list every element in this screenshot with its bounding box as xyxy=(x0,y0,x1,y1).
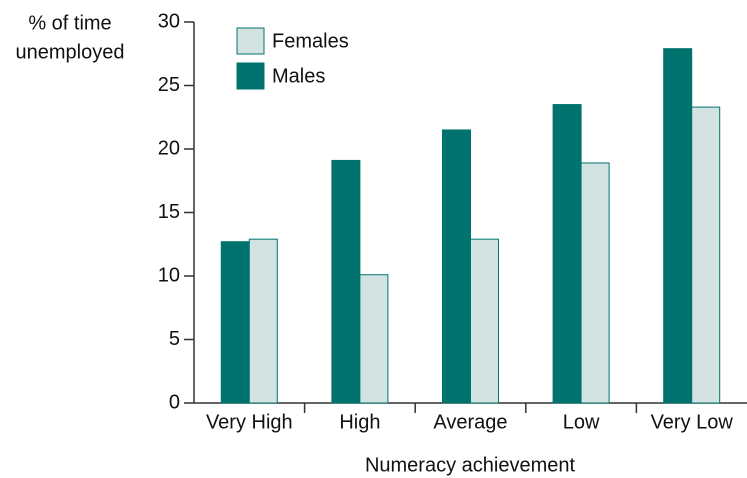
y-axis-label: % of time xyxy=(28,12,111,34)
bar xyxy=(442,129,471,404)
bar xyxy=(691,106,721,404)
y-tick-label: 0 xyxy=(169,391,180,413)
x-tick-label: Very Low xyxy=(651,411,734,433)
legend-label: Males xyxy=(272,65,325,87)
y-tick-label: 30 xyxy=(158,10,180,32)
x-tick-label: High xyxy=(339,411,380,433)
x-tick-label: Low xyxy=(563,411,600,433)
legend-swatch xyxy=(236,62,265,90)
bar xyxy=(331,159,361,404)
bar xyxy=(552,104,582,404)
x-tick-label: Average xyxy=(433,411,507,433)
y-tick-label: 5 xyxy=(169,328,180,350)
legend-swatch xyxy=(236,27,265,55)
y-axis-label: unemployed xyxy=(16,41,125,63)
y-tick-label: 10 xyxy=(158,264,180,286)
x-axis-label: Numeracy achievement xyxy=(365,454,576,476)
bar xyxy=(359,274,389,404)
legend-label: Females xyxy=(272,30,349,52)
y-tick-label: 20 xyxy=(158,137,180,159)
x-tick-label: Very High xyxy=(206,411,293,433)
y-tick-label: 25 xyxy=(158,74,180,96)
bar xyxy=(248,238,278,404)
bar xyxy=(580,162,610,404)
bar xyxy=(663,48,693,404)
bar xyxy=(220,241,250,404)
bar xyxy=(470,238,499,404)
y-tick-label: 15 xyxy=(158,201,180,223)
